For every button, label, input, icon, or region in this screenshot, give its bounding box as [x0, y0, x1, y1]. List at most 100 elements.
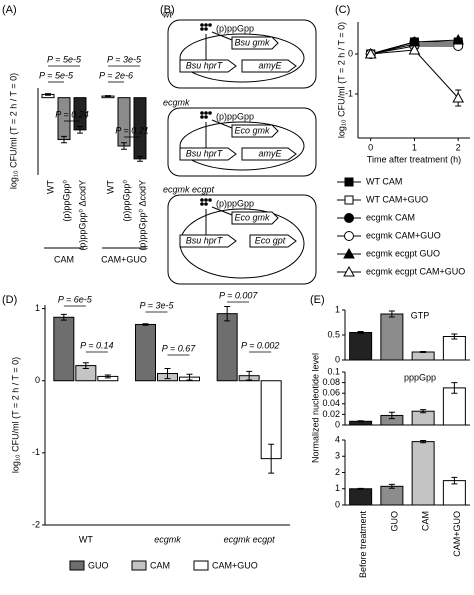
error-bar	[451, 382, 458, 394]
x-tick-label: WT	[105, 180, 115, 194]
legend-swatch	[193, 560, 209, 571]
chromosome	[179, 33, 305, 83]
bar	[380, 313, 404, 361]
bar	[216, 313, 238, 382]
panel-label: (B)	[160, 4, 175, 16]
y-tick-label: 0	[335, 419, 340, 429]
error-bar	[105, 95, 111, 98]
marker	[344, 213, 354, 223]
y-tick-label: 1	[335, 304, 340, 314]
p-value: P = 0.21	[115, 125, 148, 135]
panel-label: (C)	[335, 4, 350, 16]
marker	[364, 47, 377, 59]
y-tick-label: 0.08	[322, 377, 340, 387]
dot	[204, 27, 208, 31]
dot	[200, 111, 204, 115]
legend-label: ecgmk ecgpt GUO	[366, 248, 440, 258]
dot	[200, 202, 204, 206]
y-tick-label: 0.04	[322, 398, 340, 408]
gene-arrow	[231, 211, 279, 225]
y-tick-label: 0	[348, 48, 353, 58]
gene-arrow	[249, 234, 297, 248]
marker	[452, 33, 465, 45]
marker	[343, 247, 355, 259]
error-bar	[186, 373, 193, 381]
strain-label: ecgmk	[163, 97, 190, 107]
dot	[208, 111, 212, 115]
error-bar	[60, 313, 67, 321]
dot	[204, 202, 208, 206]
gene-label: Bsu hprT	[186, 148, 224, 158]
error-bar	[388, 310, 395, 318]
strain-label: ecgmk ecgpt	[163, 184, 215, 194]
x-tick-label: 2	[456, 142, 461, 152]
dot	[204, 111, 208, 115]
legend-swatch	[131, 560, 147, 571]
error-bar	[357, 331, 364, 334]
error-bar	[45, 93, 51, 96]
bar	[135, 323, 156, 382]
group-label: CAM	[54, 254, 74, 264]
p-value: P = 0.002	[241, 340, 279, 350]
gene-arrow	[241, 59, 297, 73]
p-value: P = 2e-6	[99, 70, 133, 80]
error-bar	[82, 362, 89, 369]
legend-label: CAM+GUO	[212, 560, 258, 570]
x-tick-label: CAM	[421, 511, 431, 531]
gene-arrow	[179, 59, 237, 73]
gene-label: amyE	[258, 148, 282, 158]
error-bar	[451, 476, 458, 485]
y-tick-label: -1	[345, 88, 353, 98]
dot	[200, 115, 204, 119]
p-value: P = 0.14	[80, 340, 113, 350]
y-tick-label: 0.06	[322, 388, 340, 398]
p-value: P = 0.67	[162, 343, 196, 353]
dot	[200, 27, 204, 31]
marker	[452, 91, 465, 103]
x-tick-label: 1	[412, 142, 417, 152]
error-bar	[224, 305, 231, 322]
legend-label: ecgmk CAM+GUO	[366, 230, 441, 240]
x-tick-label: (p)ppGpp⁰ ΔcodY	[137, 180, 147, 251]
marker	[344, 177, 354, 187]
x-tick-label: WT	[45, 180, 55, 194]
legend-label: ecgmk CAM	[366, 212, 415, 222]
x-tick-label: (p)ppGpp⁰	[61, 180, 71, 222]
error-bar	[104, 374, 111, 379]
dot	[208, 198, 212, 202]
x-tick-label: Before treatment	[358, 511, 368, 579]
error-bar	[420, 409, 427, 414]
error-bar	[388, 483, 395, 489]
group-label: CAM+GUO	[101, 254, 147, 264]
y-tick-label: 0	[335, 499, 340, 509]
y-tick-label: -2	[32, 519, 40, 529]
y-axis-label: Normalized nucleotide level	[310, 353, 320, 463]
p-value: P = 0.24	[55, 109, 88, 119]
dot	[200, 198, 204, 202]
y-axis-label: log₁₀ CFU/ml (T = 2 h / T = 0)	[10, 357, 20, 473]
y-tick-label: 0.02	[322, 409, 340, 419]
x-axis-label: Time after treatment (h)	[367, 154, 461, 164]
dot	[208, 23, 212, 27]
y-tick-label: 1	[35, 303, 40, 313]
strain-label: wt	[163, 9, 172, 19]
panel-label: (E)	[310, 294, 325, 306]
y-tick-label: 3	[335, 451, 340, 461]
p-value: P = 3e-5	[107, 54, 142, 64]
legend-label: GUO	[88, 560, 109, 570]
error-bar	[420, 351, 427, 353]
error-bar	[388, 411, 395, 420]
marker	[343, 265, 355, 277]
legend-label: WT CAM	[366, 176, 402, 186]
gene-arrow	[179, 234, 237, 248]
error-bar	[77, 126, 83, 134]
dot	[204, 23, 208, 27]
error-bar	[121, 142, 127, 150]
legend-swatch	[69, 560, 85, 571]
x-tick-label: ecgmk ecgpt	[224, 534, 276, 544]
ppgpp-label: (p)ppGpp	[216, 198, 254, 208]
y-tick-label: 0.1	[327, 366, 340, 376]
gene-label: Eco gpt	[255, 235, 286, 245]
x-tick-label: 0	[368, 142, 373, 152]
